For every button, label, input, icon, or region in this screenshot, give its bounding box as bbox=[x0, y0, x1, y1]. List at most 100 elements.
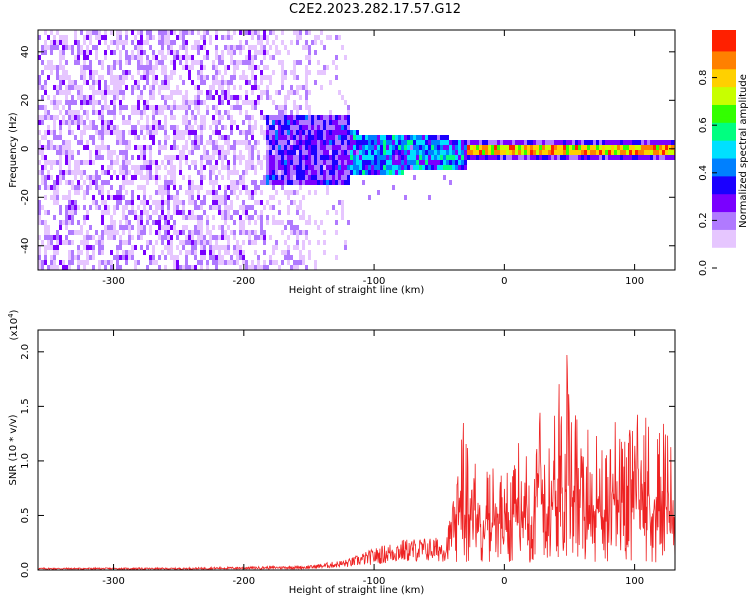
heatmap-cell bbox=[635, 155, 638, 160]
heatmap-cell bbox=[50, 185, 53, 190]
heatmap-cell bbox=[185, 65, 188, 70]
heatmap-cell bbox=[296, 155, 299, 160]
heatmap-cell bbox=[191, 200, 194, 205]
heatmap-cell bbox=[101, 235, 104, 240]
heatmap-cell bbox=[233, 30, 236, 35]
heatmap-cell bbox=[290, 85, 293, 90]
heatmap-cell bbox=[551, 155, 554, 160]
heatmap-cell bbox=[359, 135, 362, 140]
heatmap-cell bbox=[320, 165, 323, 170]
heatmap-cell bbox=[134, 130, 137, 135]
heatmap-cell bbox=[185, 100, 188, 105]
heatmap-cell bbox=[236, 180, 239, 185]
heatmap-cell bbox=[65, 45, 68, 50]
heatmap-cell bbox=[53, 195, 56, 200]
heatmap-cell bbox=[185, 45, 188, 50]
heatmap-cell bbox=[146, 130, 149, 135]
heatmap-cell bbox=[191, 130, 194, 135]
heatmap-cell bbox=[260, 90, 263, 95]
heatmap-cell bbox=[341, 170, 344, 175]
heatmap-cell bbox=[197, 215, 200, 220]
heatmap-cell bbox=[125, 175, 128, 180]
heatmap-cell bbox=[143, 135, 146, 140]
heatmap-cell bbox=[149, 85, 152, 90]
heatmap-cell bbox=[209, 95, 212, 100]
heatmap-cell bbox=[416, 150, 419, 155]
heatmap-cell bbox=[254, 50, 257, 55]
heatmap-cell bbox=[80, 135, 83, 140]
heatmap-cell bbox=[212, 260, 215, 265]
heatmap-cell bbox=[305, 265, 308, 270]
heatmap-cell bbox=[212, 205, 215, 210]
heatmap-cell bbox=[50, 255, 53, 260]
heatmap-cell bbox=[272, 145, 275, 150]
heatmap-cell bbox=[536, 145, 539, 150]
heatmap-cell bbox=[236, 210, 239, 215]
heatmap-cell bbox=[101, 230, 104, 235]
heatmap-cell bbox=[212, 80, 215, 85]
heatmap-cell bbox=[248, 145, 251, 150]
heatmap-cell bbox=[53, 135, 56, 140]
heatmap-cell bbox=[293, 175, 296, 180]
heatmap-cell bbox=[239, 220, 242, 225]
heatmap-cell bbox=[269, 80, 272, 85]
heatmap-cell bbox=[242, 205, 245, 210]
heatmap-cell bbox=[458, 145, 461, 150]
heatmap-cell bbox=[245, 60, 248, 65]
heatmap-cell bbox=[380, 150, 383, 155]
heatmap-cell bbox=[221, 80, 224, 85]
heatmap-cell bbox=[338, 35, 341, 40]
heatmap-cell bbox=[179, 155, 182, 160]
heatmap-cell bbox=[83, 50, 86, 55]
heatmap-cell bbox=[158, 40, 161, 45]
heatmap-cell bbox=[44, 165, 47, 170]
heatmap-cell bbox=[305, 100, 308, 105]
heatmap-cell bbox=[116, 75, 119, 80]
heatmap-cell bbox=[524, 145, 527, 150]
heatmap-cell bbox=[200, 185, 203, 190]
heatmap-cell bbox=[194, 160, 197, 165]
heatmap-cell bbox=[338, 160, 341, 165]
heatmap-cell bbox=[170, 250, 173, 255]
heatmap-cell bbox=[269, 180, 272, 185]
heatmap-cell bbox=[38, 105, 41, 110]
heatmap-cell bbox=[122, 195, 125, 200]
heatmap-cell bbox=[89, 230, 92, 235]
heatmap-cell bbox=[539, 155, 542, 160]
heatmap-cell bbox=[188, 230, 191, 235]
heatmap-cell bbox=[218, 235, 221, 240]
colorbar-label: Normalized spectral amplitude bbox=[738, 74, 749, 228]
heatmap-cell bbox=[44, 90, 47, 95]
heatmap-cell bbox=[341, 160, 344, 165]
heatmap-cell bbox=[299, 105, 302, 110]
heatmap-cell bbox=[662, 150, 665, 155]
heatmap-cell bbox=[287, 140, 290, 145]
heatmap-cell bbox=[485, 145, 488, 150]
heatmap-cell bbox=[167, 230, 170, 235]
heatmap-cell bbox=[515, 140, 518, 145]
heatmap-cell bbox=[221, 215, 224, 220]
heatmap-cell bbox=[272, 130, 275, 135]
heatmap-cell bbox=[269, 140, 272, 145]
heatmap-cell bbox=[44, 145, 47, 150]
heatmap-cell bbox=[122, 175, 125, 180]
colorbar-segment bbox=[712, 184, 736, 189]
heatmap-cell bbox=[200, 175, 203, 180]
heatmap-cell bbox=[272, 220, 275, 225]
heatmap-cell bbox=[212, 195, 215, 200]
heatmap-cell bbox=[233, 45, 236, 50]
heatmap-cell bbox=[113, 120, 116, 125]
heatmap-cell bbox=[53, 255, 56, 260]
heatmap-cell bbox=[323, 65, 326, 70]
heatmap-cell bbox=[98, 135, 101, 140]
heatmap-cell bbox=[422, 155, 425, 160]
heatmap-cell bbox=[227, 50, 230, 55]
heatmap-cell bbox=[605, 150, 608, 155]
heatmap-cell bbox=[122, 155, 125, 160]
heatmap-cell bbox=[77, 180, 80, 185]
heatmap-cell bbox=[101, 155, 104, 160]
heatmap-cell bbox=[440, 135, 443, 140]
heatmap-cell bbox=[92, 250, 95, 255]
heatmap-cell bbox=[209, 175, 212, 180]
heatmap-cell bbox=[179, 60, 182, 65]
